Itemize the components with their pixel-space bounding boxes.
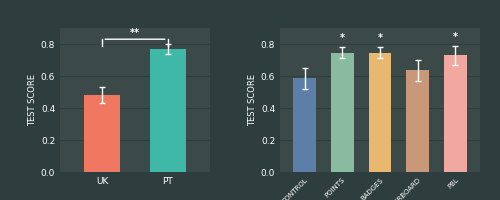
Bar [150, 49, 186, 172]
Bar [331, 53, 353, 172]
Text: *: * [453, 32, 458, 42]
Text: *: * [378, 33, 382, 43]
Bar [406, 70, 429, 172]
Text: *: * [340, 33, 345, 43]
Y-axis label: TEST SCORE: TEST SCORE [28, 74, 36, 126]
Bar [368, 53, 392, 172]
Bar [84, 95, 120, 172]
Text: **: ** [130, 28, 140, 38]
Bar [444, 55, 467, 172]
Bar [293, 78, 316, 172]
Y-axis label: TEST SCORE: TEST SCORE [248, 74, 256, 126]
